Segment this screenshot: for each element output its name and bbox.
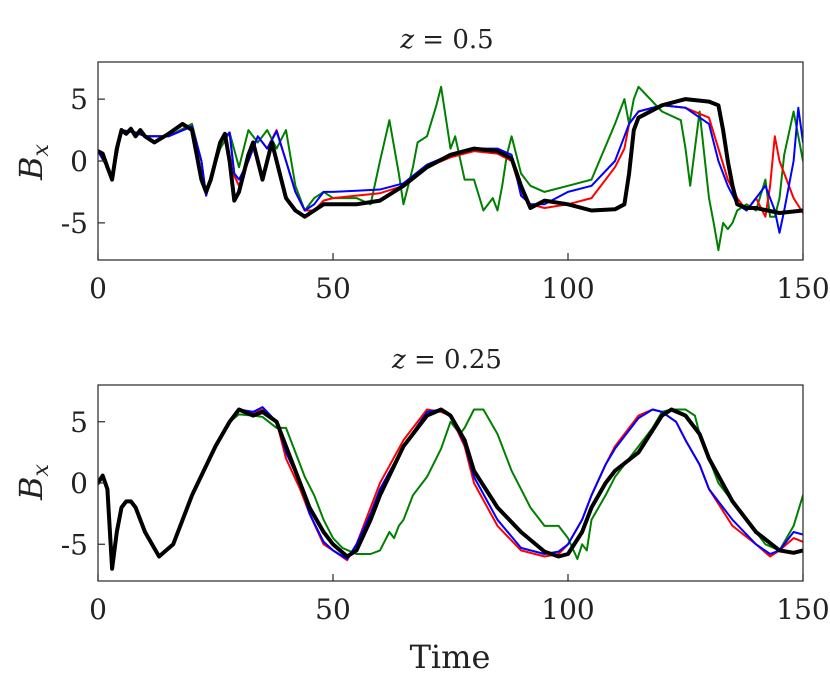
axes-box-top: [97, 61, 804, 261]
x-tick-label-50-bottom: 50: [315, 593, 351, 626]
x-tick-label-50-top: 50: [315, 272, 351, 305]
series-line-black-top: [98, 97, 803, 219]
y-tick-label-1-top: 0: [70, 145, 88, 178]
y-tick-label-2-bottom: -5: [61, 528, 88, 561]
plot-title-bottom: z = 0.25: [391, 345, 502, 375]
x-tick-label-100-top: 100: [541, 272, 594, 305]
y-tick-label-0-bottom: 5: [70, 406, 88, 439]
y-tick-label-2-top: -5: [61, 207, 88, 240]
y-axis-label-top: Bx: [12, 143, 54, 181]
y-tick-label-0-top: 5: [70, 83, 88, 116]
y-axis-label-bottom: Bx: [12, 463, 54, 501]
series-line-red-top: [98, 104, 803, 218]
x-axis-label: Time: [410, 638, 491, 676]
x-tick-label-0-bottom: 0: [89, 593, 107, 626]
x-tick-label-100-bottom: 100: [541, 593, 594, 626]
series-group-bottom: [98, 406, 803, 571]
series-line-green-top: [98, 85, 803, 252]
series-line-black-bottom: [98, 407, 803, 571]
series-group-top: [98, 85, 803, 252]
x-tick-label-0-top: 0: [89, 272, 107, 305]
plot-title-top: z = 0.5: [399, 25, 493, 55]
x-tick-label-150-bottom: 150: [776, 593, 829, 626]
y-tick-label-1-bottom: 0: [70, 467, 88, 500]
x-tick-label-150-top: 150: [776, 272, 829, 305]
